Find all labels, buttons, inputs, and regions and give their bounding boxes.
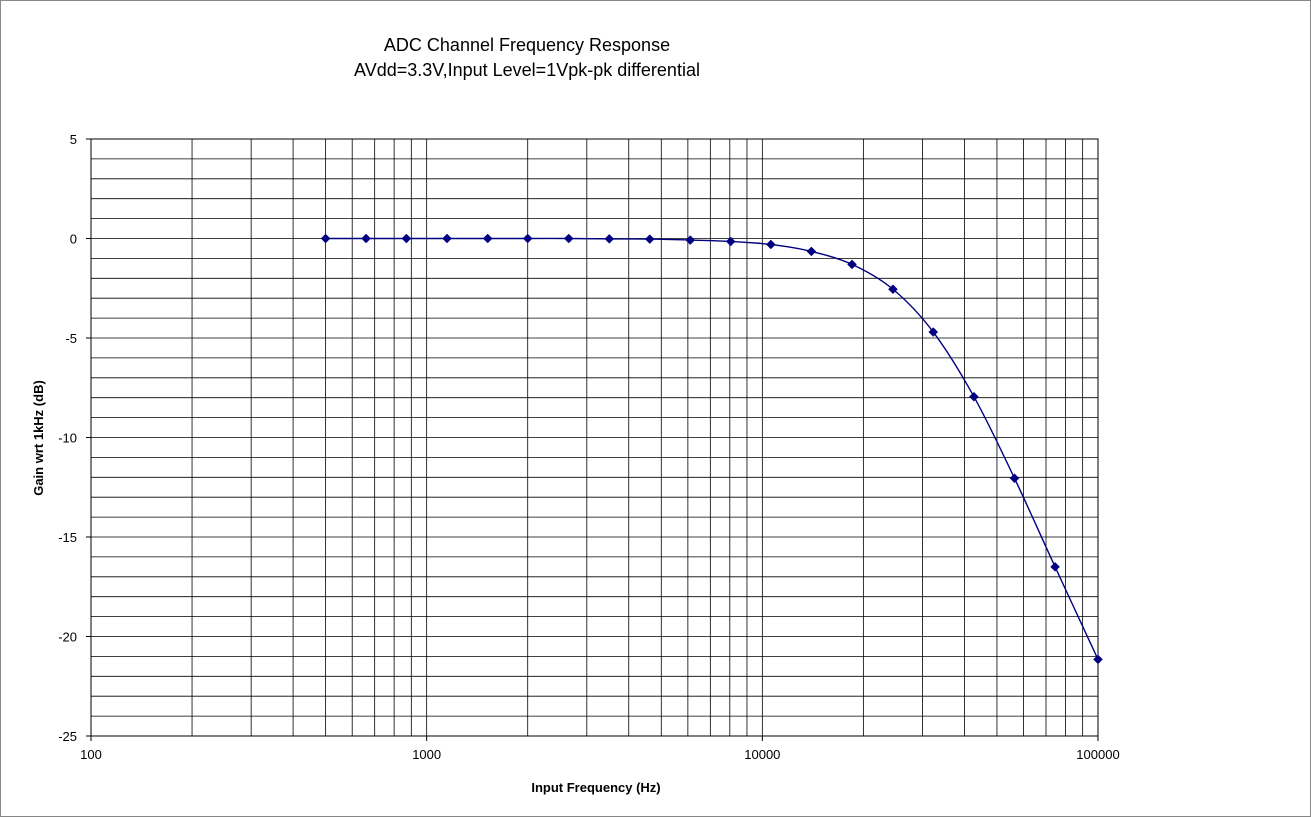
data-point-marker	[888, 284, 898, 295]
x-tick-label: 100	[80, 747, 102, 762]
data-point-marker	[563, 233, 574, 244]
data-point-marker	[928, 327, 939, 337]
y-tick-label: -25	[58, 729, 77, 744]
chart-subtitle: AVdd=3.3V,Input Level=1Vpk-pk differenti…	[354, 60, 700, 80]
y-tick-label: -15	[58, 530, 77, 545]
data-point-marker	[442, 233, 452, 244]
x-tick-labels: 100 1000 10000 100000	[80, 736, 1120, 762]
chart-title: ADC Channel Frequency Response	[384, 35, 670, 55]
data-point-marker	[1093, 654, 1103, 665]
data-point-marker	[361, 233, 371, 244]
data-point-marker	[765, 239, 776, 250]
series-markers	[320, 233, 1103, 665]
x-axis-label: Input Frequency (Hz)	[531, 780, 660, 795]
y-tick-labels: 5 0 -5 -10 -15 -20 -25	[58, 132, 91, 744]
y-tick-label: -5	[65, 331, 77, 346]
data-point-marker	[522, 233, 533, 244]
data-point-marker	[320, 233, 331, 244]
x-tick-label: 100000	[1076, 747, 1119, 762]
x-tick-label: 1000	[412, 747, 441, 762]
data-point-marker	[969, 391, 979, 402]
data-point-marker	[1009, 473, 1020, 484]
grid-layer	[90, 138, 1098, 737]
y-tick-label: -20	[58, 630, 77, 645]
y-tick-label: 5	[70, 132, 77, 147]
data-point-marker	[685, 235, 696, 245]
data-point-marker	[1050, 561, 1060, 572]
series-line	[325, 237, 1099, 660]
data-point-marker	[806, 246, 817, 257]
data-point-marker	[725, 236, 736, 247]
data-point-marker	[644, 234, 655, 244]
data-point-marker	[401, 233, 412, 244]
y-axis-label: Gain wrt 1kHz (dB)	[31, 380, 46, 496]
data-point-marker	[847, 259, 857, 270]
y-tick-label: -10	[58, 431, 77, 446]
y-tick-label: 0	[70, 232, 77, 247]
data-point-marker	[604, 234, 615, 244]
x-tick-label: 10000	[744, 747, 780, 762]
data-point-marker	[482, 233, 493, 244]
